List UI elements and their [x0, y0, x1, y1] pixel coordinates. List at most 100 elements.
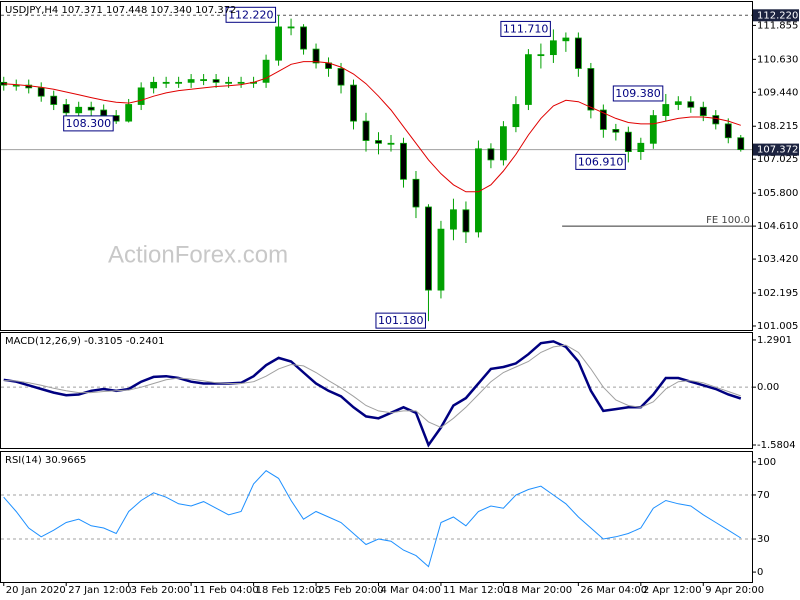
x-tick-label: 27 Jan 12:00	[68, 585, 131, 596]
y-tick-label: 104.610	[757, 221, 798, 232]
moving-average	[3, 61, 741, 193]
candle-body	[187, 79, 195, 83]
annotation-box	[575, 153, 626, 170]
candle-body	[612, 129, 620, 133]
candle-body	[62, 104, 70, 114]
y-tick-label: 103.420	[757, 254, 798, 265]
candle-body	[337, 68, 345, 86]
candle-body	[37, 87, 45, 97]
candle-body	[549, 40, 557, 56]
annotation-label: 111.710	[503, 22, 549, 35]
candle-body	[200, 79, 208, 81]
candle-body	[487, 148, 495, 161]
candle-body	[624, 131, 632, 152]
annotation-label: 106.910	[578, 155, 624, 168]
candle-body	[462, 209, 470, 233]
x-tick-label: 2 Apr 12:00	[643, 585, 702, 596]
annotation-box	[500, 20, 551, 37]
candle-body	[425, 206, 432, 291]
candle-body	[212, 79, 220, 83]
candle-body	[362, 120, 370, 141]
y-tick-label: 105.800	[757, 188, 798, 199]
candle-body	[350, 84, 357, 122]
x-tick-label: 26 Mar 04:00	[580, 585, 647, 596]
y-tick-label: 101.005	[757, 321, 798, 332]
annotation-box	[612, 85, 664, 102]
candle-body	[150, 81, 158, 89]
candle-body	[437, 228, 445, 291]
y-tick-label: 30	[757, 534, 770, 545]
annotation-label: 112.220	[228, 8, 274, 21]
annotation-box	[375, 312, 426, 329]
candle-body	[674, 101, 682, 105]
annotation-label: 109.380	[615, 87, 661, 100]
y-tick-label: 0.00	[757, 382, 779, 393]
x-tick-label: 4 Mar 04:00	[380, 585, 440, 596]
annotation-label: 108.300	[66, 117, 112, 130]
last-price-label: 107.372	[757, 145, 798, 156]
panel-title: MACD(12,26,9) -0.3105 -0.2401	[5, 336, 165, 347]
macd-panel	[0, 332, 753, 449]
y-tick-label: 1.2901	[757, 335, 792, 346]
candle-body	[387, 142, 395, 145]
level-label: 112.220	[757, 10, 798, 21]
y-tick-label: 0	[757, 567, 763, 578]
candle-body	[512, 104, 520, 128]
x-tick-label: 11 Mar 12:00	[443, 585, 510, 596]
x-tick-label: 9 Apr 20:00	[705, 585, 764, 596]
candle-body	[275, 26, 282, 61]
y-tick-label: 110.630	[757, 54, 798, 65]
x-tick-label: 11 Feb 04:00	[193, 585, 259, 596]
candle-body	[712, 115, 720, 125]
candle-body	[100, 109, 108, 116]
annotation-box	[225, 6, 277, 23]
y-tick-label: 108.215	[757, 121, 798, 132]
candle-body	[75, 106, 83, 114]
rsi-panel	[0, 451, 753, 583]
candle-body	[562, 37, 570, 42]
candle-body	[599, 109, 607, 130]
candle-body	[699, 106, 707, 116]
candle-body	[262, 59, 270, 83]
candle-body	[125, 104, 133, 122]
y-tick-label: 107.025	[757, 154, 798, 165]
annotation-label: 101.180	[378, 314, 424, 327]
indicator-line	[3, 344, 741, 428]
last-price-box	[753, 143, 799, 156]
candle-body	[12, 84, 20, 87]
candle-body	[537, 54, 545, 57]
candle-body	[175, 81, 183, 84]
candle-body	[724, 123, 732, 139]
candle-body	[300, 26, 307, 50]
price-panel	[0, 1, 753, 331]
panel-title: RSI(14) 30.9665	[5, 455, 86, 466]
candle-body	[574, 37, 582, 69]
level-label-box	[753, 9, 799, 22]
candle-body	[87, 106, 95, 111]
candle-body	[162, 81, 170, 84]
candle-body	[312, 48, 320, 64]
x-tick-label: 18 Mar 20:00	[505, 585, 572, 596]
candle-body	[687, 101, 695, 108]
candle-body	[50, 95, 58, 105]
candle-body	[225, 81, 232, 84]
candle-body	[287, 26, 295, 29]
candle-body	[112, 115, 120, 122]
candle-body	[500, 126, 507, 161]
fe-label: FE 100.0	[706, 215, 750, 226]
candle-body	[637, 142, 645, 152]
candle-body	[587, 68, 595, 111]
y-tick-label: 102.195	[757, 288, 798, 299]
candle-body	[524, 54, 532, 105]
panel-title: USDJPY,H4 107.371 107.448 107.340 107.37…	[5, 5, 236, 16]
x-tick-label: 25 Feb 20:00	[318, 585, 384, 596]
candle-body	[375, 140, 382, 144]
y-tick-label: 109.440	[757, 87, 798, 98]
indicator-line	[3, 340, 742, 448]
indicator-line	[3, 470, 742, 568]
candle-body	[737, 137, 745, 150]
watermark: ActionForex.com	[108, 241, 288, 268]
y-tick-label: 70	[757, 490, 770, 501]
x-tick-label: 20 Jan 2020	[6, 585, 66, 596]
